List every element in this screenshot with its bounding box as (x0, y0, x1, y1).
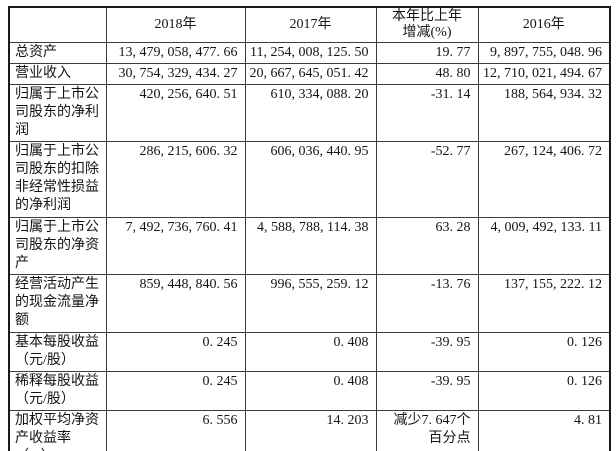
table-row: 稀释每股收益（元/股） 0. 245 0. 408 -39. 95 0. 126 (8, 371, 611, 411)
value-yoy-change: 48. 80 (375, 63, 479, 85)
year-column-header-2018: 2018年 (105, 6, 246, 43)
value-2018: 859, 448, 840. 56 (105, 274, 246, 333)
value-2018: 13, 479, 058, 477. 66 (105, 42, 246, 64)
table-row: 归属于上市公司股东的净资产 7, 492, 736, 760. 41 4, 58… (8, 217, 611, 275)
metric-label: 总资产 (8, 42, 107, 64)
value-2016: 188, 564, 934. 32 (477, 84, 611, 142)
table-header-row: 2018年 2017年 本年比上年 增减(%) 2016年 (8, 6, 611, 43)
value-2018: 286, 215, 606. 32 (105, 141, 246, 218)
value-2016: 267, 124, 406. 72 (477, 141, 611, 218)
table-row: 经营活动产生的现金流量净额 859, 448, 840. 56 996, 555… (8, 274, 611, 333)
value-2017: 610, 334, 088. 20 (244, 84, 377, 142)
value-2016: 137, 155, 222. 12 (477, 274, 611, 333)
yoy-change-column-header: 本年比上年 增减(%) (375, 6, 479, 43)
value-2017: 11, 254, 008, 125. 50 (244, 42, 377, 64)
value-yoy-change: -13. 76 (375, 274, 479, 333)
value-2017: 0. 408 (244, 332, 377, 372)
table-row: 加权平均净资产收益率（%） 6. 556 14. 203 减少7. 647个 百… (8, 410, 611, 451)
value-2017: 0. 408 (244, 371, 377, 411)
metric-label: 归属于上市公司股东的扣除非经常性损益的净利润 (8, 141, 107, 218)
year-column-header-2016: 2016年 (477, 6, 611, 43)
value-2016: 4. 81 (477, 410, 611, 451)
metric-label: 归属于上市公司股东的净利润 (8, 84, 107, 142)
value-yoy-change: -52. 77 (375, 141, 479, 218)
value-2018: 0. 245 (105, 371, 246, 411)
value-yoy-change: 19. 77 (375, 42, 479, 64)
value-2018: 420, 256, 640. 51 (105, 84, 246, 142)
value-2017: 4, 588, 788, 114. 38 (244, 217, 377, 275)
value-2016: 0. 126 (477, 332, 611, 372)
value-2017: 20, 667, 645, 051. 42 (244, 63, 377, 85)
metric-label: 基本每股收益（元/股） (8, 332, 107, 372)
metric-label: 归属于上市公司股东的净资产 (8, 217, 107, 275)
year-column-header-2017: 2017年 (244, 6, 377, 43)
value-2017: 606, 036, 440. 95 (244, 141, 377, 218)
table-row: 总资产 13, 479, 058, 477. 66 11, 254, 008, … (8, 42, 611, 64)
value-2016: 12, 710, 021, 494. 67 (477, 63, 611, 85)
metric-label: 营业收入 (8, 63, 107, 85)
value-2018: 7, 492, 736, 760. 41 (105, 217, 246, 275)
value-yoy-change: -39. 95 (375, 332, 479, 372)
value-2017: 14. 203 (244, 410, 377, 451)
metric-label: 加权平均净资产收益率（%） (8, 410, 107, 451)
value-yoy-change: 63. 28 (375, 217, 479, 275)
table-row: 归属于上市公司股东的扣除非经常性损益的净利润 286, 215, 606. 32… (8, 141, 611, 218)
value-yoy-change: -31. 14 (375, 84, 479, 142)
table-row: 归属于上市公司股东的净利润 420, 256, 640. 51 610, 334… (8, 84, 611, 142)
metric-label: 经营活动产生的现金流量净额 (8, 274, 107, 333)
value-2016: 9, 897, 755, 048. 96 (477, 42, 611, 64)
metric-label: 稀释每股收益（元/股） (8, 371, 107, 411)
value-2016: 0. 126 (477, 371, 611, 411)
table-row: 营业收入 30, 754, 329, 434. 27 20, 667, 645,… (8, 63, 611, 85)
value-2017: 996, 555, 259. 12 (244, 274, 377, 333)
value-2018: 6. 556 (105, 410, 246, 451)
key-financials-table: 2018年 2017年 本年比上年 增减(%) 2016年 总资产 13, 47… (8, 6, 611, 451)
value-2016: 4, 009, 492, 133. 11 (477, 217, 611, 275)
value-2018: 0. 245 (105, 332, 246, 372)
metric-column-header (8, 6, 107, 43)
value-yoy-change: -39. 95 (375, 371, 479, 411)
value-2018: 30, 754, 329, 434. 27 (105, 63, 246, 85)
table-row: 基本每股收益（元/股） 0. 245 0. 408 -39. 95 0. 126 (8, 332, 611, 372)
value-yoy-change: 减少7. 647个 百分点 (375, 410, 479, 451)
